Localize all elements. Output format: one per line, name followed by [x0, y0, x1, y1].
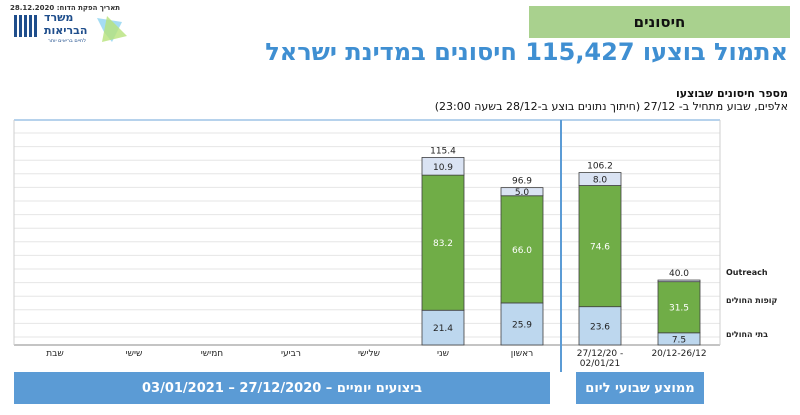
x-tick-label: 02/01/21: [580, 359, 620, 369]
bar-segment: [657, 281, 701, 334]
segment-value-label: 31.5: [669, 304, 689, 314]
segment-value-label: 21.4: [433, 324, 453, 334]
chart-subtitle: מספר חיסונים שבוצעו: [676, 87, 788, 100]
segment-value-label: 23.6: [590, 322, 610, 332]
segment-value-label: 7.5: [672, 335, 686, 345]
bar-segment: [578, 172, 622, 186]
segment-value-label: 74.6: [590, 243, 610, 253]
segment-value-label: 5.0: [515, 188, 530, 198]
bar-segment: [578, 306, 622, 346]
bar-segment: [421, 157, 465, 176]
x-tick-label: שני: [437, 349, 449, 359]
x-tick-label: ראשון: [511, 349, 533, 359]
x-tick-label: 27/12/20 -: [577, 349, 624, 359]
x-tick-label: שישי: [126, 349, 143, 359]
segment-value-label: 8.0: [593, 176, 608, 186]
x-tick-label: חמישי: [201, 349, 224, 359]
logo-text-line1: משרד: [44, 11, 74, 24]
chart-subtitle-detail: אלפים, שבוע מתחיל ב- 27/12 (חיתוך נתונים…: [434, 100, 788, 113]
bar-total-label: 96.9: [512, 177, 532, 187]
legend-label: קופות החולים: [726, 296, 778, 305]
bar-total-label: 40.0: [669, 269, 689, 279]
x-tick-label: רביעי: [281, 349, 301, 359]
bar-segment: [500, 187, 544, 197]
legend-label: בתי החולים: [726, 330, 768, 339]
report-date: תאריך הפקת הדוח: 28.12.2020: [10, 4, 121, 12]
vaccination-bar-chart: שבת שישי חמישי רביעי שלישי 21.4 83.2 10.9 115.4 ש…: [13, 119, 778, 372]
segment-value-label: 25.9: [512, 320, 532, 330]
segment-value-label: 66.0: [512, 246, 532, 256]
page-title: אתמול בוצעו 115,427 חיסונים במדינת ישראל: [265, 38, 788, 66]
ministry-emblem-icon: [14, 15, 127, 42]
logo-tagline: לחיים בריאים יותר: [48, 38, 87, 44]
legend-label: Outreach: [726, 268, 768, 277]
section-tag: חיסונים: [529, 6, 790, 38]
bar-segment: [421, 174, 465, 311]
x-tick-label: שבת: [46, 349, 64, 359]
x-tick-label: שלישי: [358, 349, 380, 359]
logo-text-line2: הבריאות: [44, 24, 88, 37]
segment-value-label: 83.2: [433, 239, 453, 249]
bar-total-label: 115.4: [430, 146, 456, 156]
segment-value-label: 10.9: [433, 163, 453, 173]
bar-total-label: 106.2: [587, 162, 613, 172]
bar-segment: [500, 195, 544, 304]
bar-segment: [500, 302, 544, 346]
bar-segment: [657, 279, 701, 283]
weekly-average-banner: ממוצע שבועי ליום: [576, 372, 704, 404]
daily-performance-banner: ביצועים יומיים – 27/12/2020 – 03/01/2021: [14, 372, 550, 404]
x-tick-label: 20/12-26/12: [651, 349, 706, 359]
bar-segment: [578, 185, 622, 308]
